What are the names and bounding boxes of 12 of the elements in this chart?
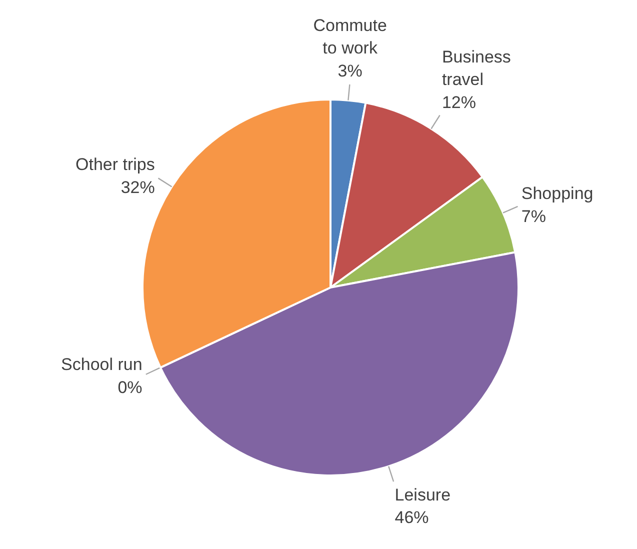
data-label: 12%	[442, 92, 476, 112]
data-label: 7%	[521, 206, 546, 226]
legend-label: School run	[61, 355, 142, 374]
slice-label: Leisure	[394, 485, 451, 504]
text: 0%	[118, 378, 142, 397]
slice-label: Business travel	[442, 47, 511, 90]
slice-label: Shopping	[521, 184, 594, 203]
data-label: 3%	[338, 61, 362, 80]
data-label: 32%	[120, 178, 155, 197]
data-label: 46%	[394, 508, 429, 528]
slice-label: Commute to work	[313, 16, 387, 58]
slice-label: Other trips	[76, 155, 155, 174]
